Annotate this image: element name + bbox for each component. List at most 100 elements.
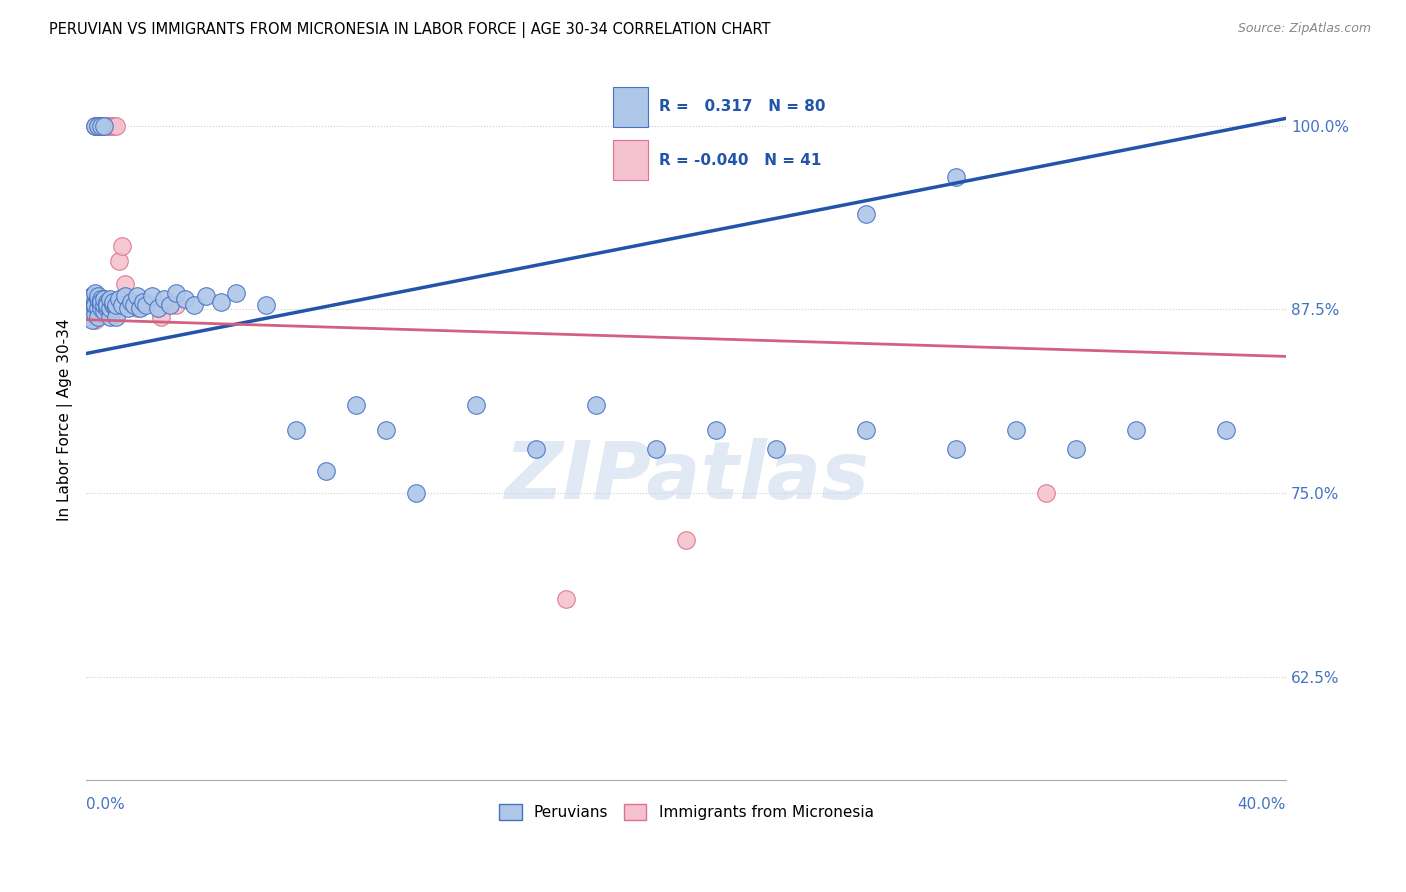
Point — [315, 464, 337, 478]
Point — [124, 298, 146, 312]
Point — [103, 298, 125, 312]
Point — [87, 119, 110, 133]
Point — [93, 119, 115, 133]
Point — [375, 423, 398, 437]
Point — [84, 295, 107, 310]
Point — [1215, 423, 1237, 437]
Point — [90, 298, 112, 312]
Point — [103, 119, 125, 133]
Point — [98, 301, 121, 315]
Point — [90, 301, 112, 315]
Point — [254, 298, 277, 312]
Point — [1005, 423, 1028, 437]
Point — [93, 298, 115, 312]
Point — [87, 289, 110, 303]
Point — [159, 298, 181, 312]
Point — [87, 310, 110, 324]
Point — [285, 423, 308, 437]
Point — [114, 277, 136, 292]
Point — [98, 119, 121, 133]
Point — [96, 298, 118, 312]
Point — [465, 398, 488, 412]
Point — [93, 292, 115, 306]
Point — [117, 301, 139, 315]
Point — [84, 119, 107, 133]
Text: ZIPatlas: ZIPatlas — [503, 438, 869, 516]
Point — [84, 301, 107, 315]
Point — [96, 295, 118, 310]
Point — [96, 119, 118, 133]
Point — [585, 398, 607, 412]
Point — [135, 298, 157, 312]
Point — [82, 304, 104, 318]
Point — [79, 298, 101, 312]
Point — [90, 307, 112, 321]
Point — [855, 207, 877, 221]
Point — [165, 298, 187, 312]
Point — [90, 295, 112, 310]
Point — [105, 301, 128, 315]
Point — [120, 298, 142, 312]
Point — [108, 292, 131, 306]
Point — [174, 292, 197, 306]
Point — [87, 301, 110, 315]
Point — [141, 289, 163, 303]
Point — [87, 119, 110, 133]
Point — [945, 170, 967, 185]
Point — [79, 295, 101, 310]
Point — [90, 301, 112, 315]
Point — [79, 310, 101, 324]
Point — [105, 310, 128, 324]
Point — [103, 295, 125, 310]
Point — [150, 310, 173, 324]
Point — [82, 310, 104, 324]
Point — [1125, 423, 1147, 437]
Point — [524, 442, 547, 456]
Point — [90, 119, 112, 133]
Text: Source: ZipAtlas.com: Source: ZipAtlas.com — [1237, 22, 1371, 36]
Point — [183, 298, 205, 312]
Point — [84, 312, 107, 326]
Point — [96, 295, 118, 310]
Point — [87, 298, 110, 312]
Point — [87, 289, 110, 303]
Point — [82, 312, 104, 326]
Point — [132, 295, 155, 310]
Point — [96, 301, 118, 315]
Point — [82, 301, 104, 315]
Point — [555, 591, 578, 606]
Point — [645, 442, 668, 456]
Point — [344, 398, 367, 412]
Text: 0.0%: 0.0% — [86, 797, 125, 813]
Point — [704, 423, 727, 437]
Point — [1064, 442, 1087, 456]
Point — [127, 289, 149, 303]
Point — [765, 442, 787, 456]
Point — [1035, 486, 1057, 500]
Point — [129, 301, 152, 315]
Point — [675, 533, 697, 547]
Point — [105, 301, 128, 315]
Point — [84, 298, 107, 312]
Point — [135, 295, 157, 310]
Point — [82, 289, 104, 303]
Point — [87, 301, 110, 315]
Point — [98, 310, 121, 324]
Point — [79, 302, 101, 317]
Point — [153, 292, 176, 306]
Point — [855, 423, 877, 437]
Point — [93, 304, 115, 318]
Point — [98, 298, 121, 312]
Point — [98, 292, 121, 306]
Point — [945, 442, 967, 456]
Point — [82, 295, 104, 310]
Point — [111, 239, 134, 253]
Point — [120, 295, 142, 310]
Point — [84, 286, 107, 301]
Point — [79, 302, 101, 317]
Legend: Peruvians, Immigrants from Micronesia: Peruvians, Immigrants from Micronesia — [492, 797, 880, 826]
Point — [93, 298, 115, 312]
Point — [96, 301, 118, 315]
Point — [84, 119, 107, 133]
Point — [165, 286, 187, 301]
